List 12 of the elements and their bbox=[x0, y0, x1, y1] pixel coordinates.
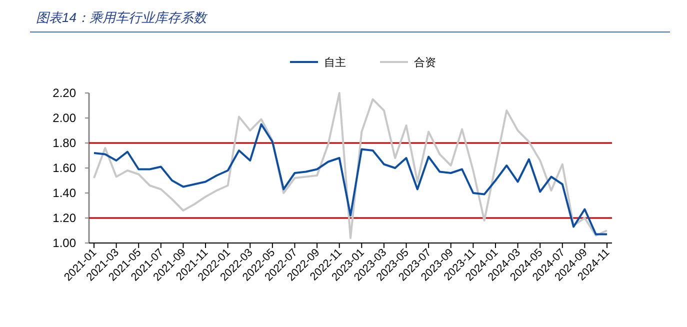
y-tick-label: 2.00 bbox=[52, 111, 76, 125]
legend-label: 合资 bbox=[414, 56, 436, 69]
legend-label: 自主 bbox=[324, 56, 346, 69]
y-tick-label: 2.20 bbox=[52, 86, 76, 100]
y-tick-label: 1.80 bbox=[52, 136, 76, 150]
y-tick-label: 1.20 bbox=[52, 211, 76, 225]
y-tick-label: 1.00 bbox=[52, 236, 76, 250]
line-series bbox=[93, 92, 608, 239]
y-tick-label: 1.40 bbox=[52, 186, 76, 200]
y-tick-label: 1.60 bbox=[52, 161, 76, 175]
chart-title: 图表14：乘用车行业库存系数 bbox=[36, 10, 208, 25]
line-series bbox=[93, 123, 608, 236]
